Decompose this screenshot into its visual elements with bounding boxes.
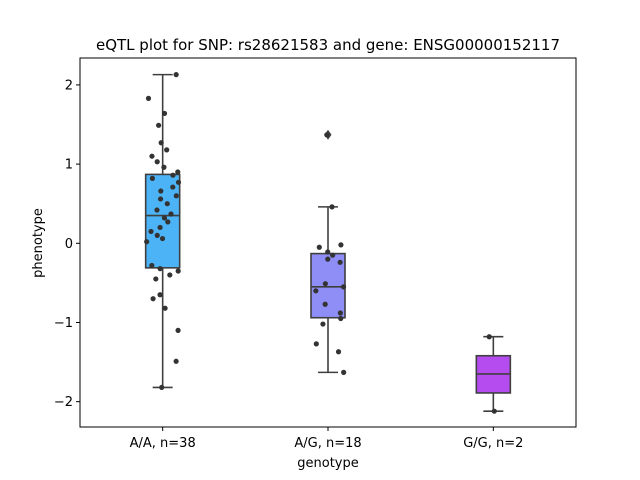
y-tick-label: 0 bbox=[65, 237, 73, 252]
data-point bbox=[157, 224, 163, 231]
data-point bbox=[316, 244, 322, 250]
x-tick-label: G/G, n=2 bbox=[463, 436, 523, 451]
data-point bbox=[158, 140, 164, 146]
x-tick-label: A/G, n=18 bbox=[294, 436, 361, 451]
data-point bbox=[154, 207, 160, 213]
x-tick-label: A/A, n=38 bbox=[130, 436, 196, 451]
data-point bbox=[175, 327, 181, 333]
data-point bbox=[162, 305, 168, 311]
data-point bbox=[170, 172, 176, 178]
y-axis-label: phenotype bbox=[31, 208, 46, 278]
data-point bbox=[150, 296, 156, 302]
x-axis-label: genotype bbox=[297, 456, 358, 471]
y-tick-label: −1 bbox=[54, 316, 73, 331]
data-point bbox=[144, 239, 150, 245]
data-point bbox=[165, 219, 171, 225]
data-point bbox=[173, 72, 179, 78]
data-point bbox=[325, 256, 331, 262]
data-point bbox=[329, 204, 335, 210]
data-point bbox=[154, 159, 160, 165]
data-point bbox=[330, 252, 336, 258]
data-point bbox=[157, 196, 164, 202]
y-tick-label: 1 bbox=[65, 158, 73, 173]
data-point bbox=[173, 193, 179, 199]
data-point bbox=[145, 95, 152, 101]
data-point bbox=[338, 315, 344, 322]
data-point bbox=[491, 408, 497, 414]
plot-area bbox=[144, 72, 512, 414]
x-axis: A/A, n=38 A/G, n=18 G/G, n=2 bbox=[130, 427, 523, 451]
y-tick-label: −2 bbox=[54, 395, 73, 410]
data-point bbox=[313, 341, 319, 347]
data-point bbox=[170, 184, 176, 190]
box-group bbox=[475, 334, 512, 414]
data-point bbox=[157, 292, 163, 298]
data-point bbox=[340, 284, 347, 290]
y-axis: 2 1 0 −1 −2 bbox=[54, 78, 80, 410]
data-point bbox=[167, 272, 173, 278]
data-point bbox=[153, 276, 159, 282]
chart-title: eQTL plot for SNP: rs28621583 and gene: … bbox=[96, 36, 560, 54]
data-point bbox=[337, 310, 343, 316]
data-point bbox=[325, 249, 331, 255]
data-point bbox=[175, 179, 182, 185]
data-point bbox=[158, 188, 164, 194]
data-point bbox=[159, 235, 166, 242]
data-point bbox=[324, 132, 330, 138]
data-point bbox=[168, 211, 174, 217]
data-point bbox=[335, 349, 342, 355]
y-tick-label: 2 bbox=[65, 78, 73, 93]
box-group bbox=[144, 72, 182, 391]
data-point bbox=[322, 281, 328, 287]
data-point bbox=[337, 259, 343, 265]
data-point bbox=[175, 169, 181, 175]
data-point bbox=[341, 369, 347, 375]
data-point bbox=[161, 164, 167, 170]
data-point bbox=[164, 201, 170, 207]
data-point bbox=[173, 358, 179, 364]
data-point bbox=[156, 122, 162, 128]
data-point bbox=[313, 288, 319, 294]
data-point bbox=[161, 110, 168, 117]
data-point bbox=[154, 232, 160, 238]
data-point bbox=[159, 384, 165, 391]
data-point bbox=[161, 215, 168, 221]
box-group bbox=[310, 129, 347, 375]
data-point bbox=[149, 175, 155, 181]
data-point bbox=[322, 301, 328, 307]
data-point bbox=[175, 268, 181, 274]
data-point bbox=[149, 262, 155, 269]
data-point bbox=[338, 242, 344, 248]
data-point bbox=[320, 321, 326, 327]
data-point bbox=[148, 228, 154, 235]
data-point bbox=[486, 334, 492, 340]
data-point bbox=[164, 147, 170, 153]
data-point bbox=[157, 266, 163, 272]
data-point bbox=[149, 153, 155, 159]
